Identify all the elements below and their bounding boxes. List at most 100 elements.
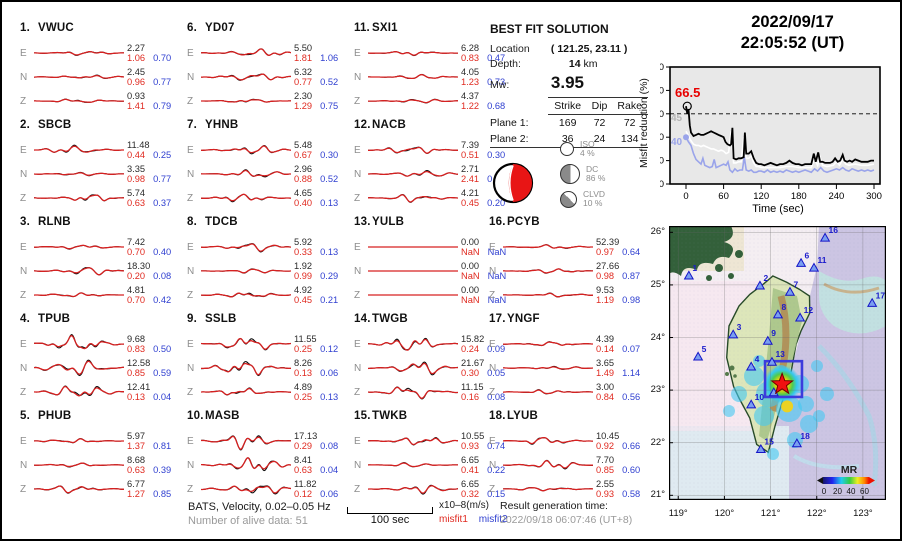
station-header: 18.LYUB: [489, 410, 653, 429]
units-legend: x10–8(m/s) misfit1 misfit2: [439, 500, 508, 525]
station-code: TWGB: [372, 313, 408, 325]
trace-values: 27.66 0.98 0.87: [596, 261, 640, 281]
waveform-row: Z 2.30 1.29 0.75: [187, 89, 351, 113]
misfit2-value: 0.64: [622, 247, 641, 257]
misfit-series-best: [685, 106, 874, 167]
amplitude-value: 5.48: [294, 140, 313, 150]
misfit-series-secondary: [685, 136, 875, 174]
waveform-row: Z 6.77 1.27 0.85: [20, 477, 184, 501]
observed-trace: [201, 435, 291, 451]
misfit1-value: 0.14: [596, 344, 615, 354]
component-label: Z: [20, 289, 27, 301]
waveform-row: Z 2.55 0.93 0.58: [489, 477, 653, 501]
station-header: 17.YNGF: [489, 313, 653, 332]
synthetic-trace: [201, 268, 291, 274]
station-number: 12.: [354, 119, 371, 131]
focal-mechanism: [490, 160, 536, 206]
amplitude-value: 27.66: [596, 261, 620, 271]
misfit1-value: 0.98: [127, 174, 146, 184]
component-label: E: [20, 47, 27, 59]
amplitude-value: 0.00: [461, 237, 480, 247]
trace-values: 2.96 0.88 0.52: [294, 164, 338, 184]
station-marker-number: 11: [817, 255, 826, 265]
misfit1-value: 0.63: [294, 465, 313, 475]
synthetic-trace: [34, 335, 124, 350]
trace-values: 3.35 0.98 0.77: [127, 164, 171, 184]
station-marker: [755, 443, 767, 454]
component-label: N: [489, 265, 497, 277]
waveform-plot: [34, 194, 124, 202]
waveform-plot: [34, 334, 124, 350]
amplitude-value: 0.00: [461, 285, 480, 295]
misfit2-value: 0.77: [153, 174, 172, 184]
map-lon-tick: 120°: [714, 508, 735, 519]
trace-values: 11.82 0.12 0.06: [294, 479, 338, 499]
bandpass-info: BATS, Velocity, 0.02–0.05 Hz: [188, 501, 331, 513]
map-lat-tick: 26°: [650, 226, 665, 238]
misfit1-value: 0.32: [461, 489, 480, 499]
amplitude-value: 2.45: [127, 67, 146, 77]
waveform-plot: [201, 457, 291, 472]
amplitude-value: 21.67: [461, 358, 485, 368]
component-label: N: [354, 362, 362, 374]
map-lat-tick: 23°: [650, 384, 665, 396]
epicenter-star: [770, 371, 794, 395]
component-label: E: [187, 338, 194, 350]
misfit2-value: 0.98: [622, 295, 641, 305]
synthetic-trace: [34, 438, 124, 444]
waveform-plot: [201, 243, 291, 253]
waveform-plot: [34, 359, 124, 377]
misfit1-value: 0.70: [127, 295, 146, 305]
trace-values: 5.74 0.63 0.37: [127, 188, 171, 208]
misfit1-value: 1.23: [461, 77, 480, 87]
waveform-row: E 0.00 NaN NaN: [354, 235, 518, 259]
station-marker: [762, 335, 773, 345]
y-tick-label: 40: [660, 132, 664, 143]
best-fit-solution-panel: BEST FIT SOLUTION Location ( 121.25, 23.…: [490, 22, 658, 148]
colorbar-gradient: [823, 477, 869, 484]
waveform-plot: [368, 246, 458, 248]
station-marker-number: 17: [876, 290, 886, 300]
waveform-row: E 17.13 0.29 0.08: [187, 429, 351, 453]
time-scalebar: [347, 507, 434, 514]
station-marker-number: 13: [775, 349, 785, 359]
waveform-plot: [201, 48, 291, 56]
station-marker-number: 1: [692, 263, 697, 273]
synthetic-trace: [201, 99, 291, 103]
amplitude-value: 5.92: [294, 237, 313, 247]
trace-values: 4.81 0.70 0.42: [127, 285, 171, 305]
waveform-plot: [201, 144, 291, 155]
misfit1-value: 0.84: [596, 392, 615, 402]
waveform-plot: [34, 462, 124, 468]
station-marker: [746, 399, 757, 409]
amplitude-unit: x10–8(m/s): [439, 500, 490, 511]
component-label: N: [20, 265, 28, 277]
synthetic-trace: [201, 243, 291, 252]
waveform-plot: [503, 436, 593, 445]
misfit1-value: 0.63: [127, 465, 146, 475]
component-label: E: [354, 47, 361, 59]
event-time: 22:05:52 (UT): [740, 34, 845, 52]
component-label: Z: [354, 386, 361, 398]
station-marker-number: 5: [702, 344, 707, 354]
misfit1-value: 0.30: [461, 368, 480, 378]
secondary-start-value: 40: [671, 137, 683, 148]
station-code: YD07: [205, 22, 235, 34]
trace-values: 0.00 NaN NaN: [461, 261, 506, 281]
amplitude-value: 12.58: [127, 358, 151, 368]
amplitude-value: 6.77: [127, 479, 146, 489]
waveform-row: Z 4.81 0.70 0.42: [20, 283, 184, 307]
misfit1-value: 0.77: [294, 77, 313, 87]
misfit1-value: 1.29: [294, 101, 313, 111]
colorbar-tick: 40: [847, 487, 856, 496]
station-code: MASB: [205, 410, 240, 422]
component-label: N: [489, 362, 497, 374]
amplitude-value: 6.65: [461, 479, 480, 489]
amplitude-value: 6.65: [461, 455, 480, 465]
station-map: 1 2 3 4 5 6 7 8 9 10 11 12 13 14 15 16 1…: [668, 225, 887, 501]
component-label: E: [20, 144, 27, 156]
synthetic-trace: [34, 462, 124, 468]
trace-values: 11.55 0.25 0.12: [294, 334, 338, 354]
map-lat-tick: 22°: [650, 436, 665, 448]
